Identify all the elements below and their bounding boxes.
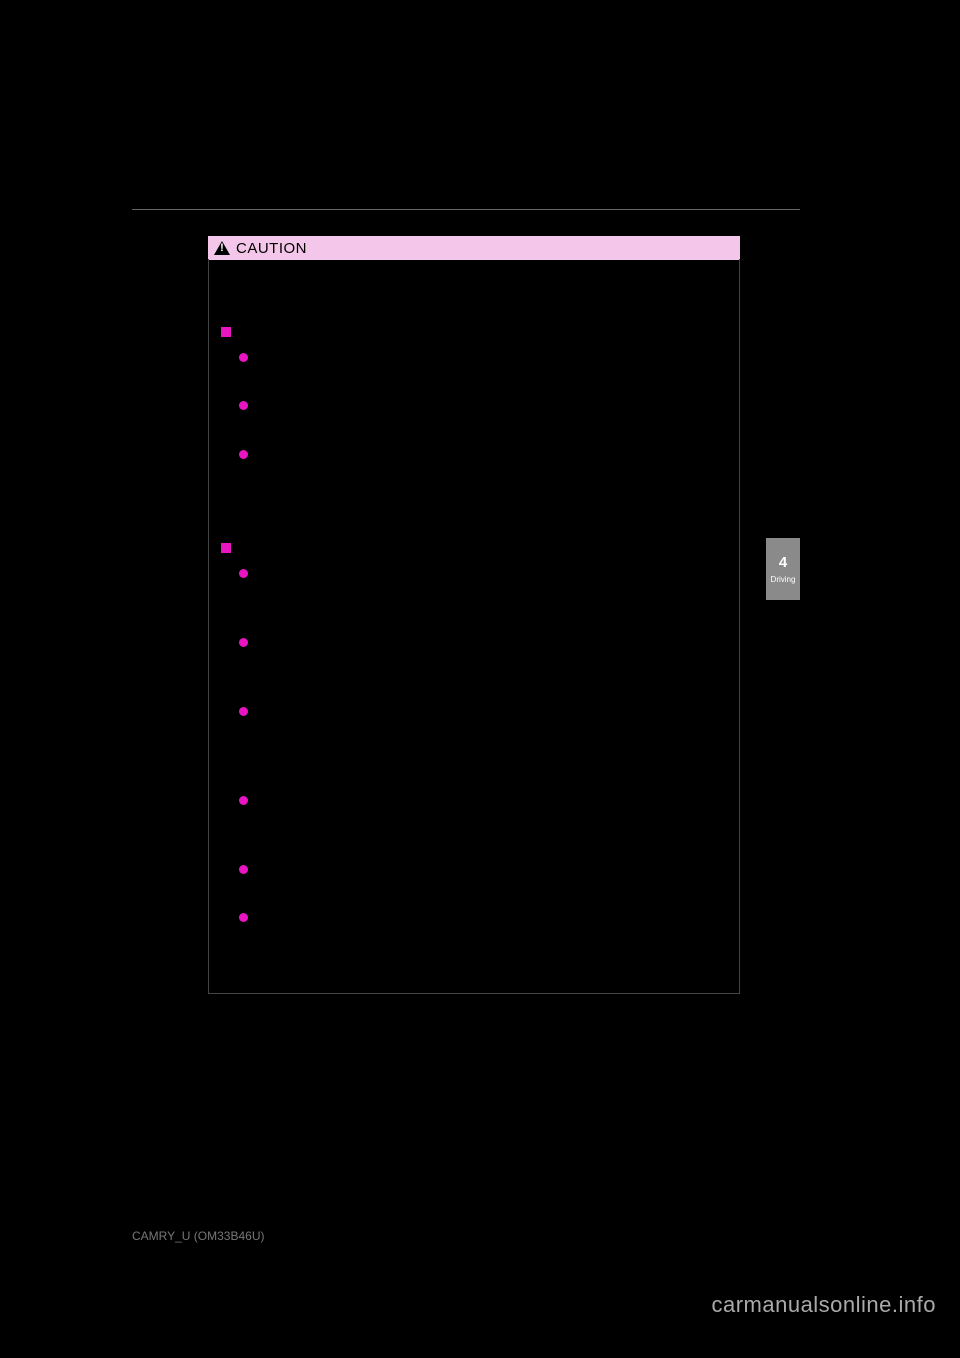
bullet-text: Keep the sensor and its surrounding area… [258, 564, 727, 625]
bullet-icon [239, 353, 248, 362]
bullet-text: The side where the rear bumper around a … [258, 445, 727, 526]
chapter-number: 4 [779, 554, 787, 571]
caution-box: In the following situations, the system … [208, 259, 740, 994]
page-header: 4-5. Using the driving support systems 2… [132, 178, 800, 198]
caution-label: CAUTION [236, 240, 307, 257]
manual-page: 4-5. Using the driving support systems 2… [0, 0, 960, 1358]
bullet-text: Do not attach accessories, stickers (inc… [258, 860, 727, 901]
bullet-icon [239, 865, 248, 874]
section-title: Situations in which the system may not o… [239, 324, 616, 340]
bullet-text: The BSM outside rear view mirror indicat… [258, 396, 727, 437]
bullet-icon [239, 401, 248, 410]
bullet-text: The BSM OFF indicator flashes while the … [258, 702, 727, 783]
bullet-icon [239, 569, 248, 578]
bullet-item: An abnormal beep is heard and a flashing… [221, 633, 727, 694]
bullet-item: Do not subject a sensor or its surroundi… [221, 908, 727, 969]
bullet-text: Do not subject a sensor or its surroundi… [258, 908, 727, 969]
chapter-label: Driving [771, 575, 796, 584]
page-number: 277 [772, 178, 800, 198]
bullet-item: The BSM outside rear view mirror indicat… [221, 396, 727, 437]
bullet-icon [239, 450, 248, 459]
bullet-icon [239, 707, 248, 716]
bullet-icon [239, 638, 248, 647]
warning-triangle-icon [214, 241, 230, 255]
caution-intro: In the following situations, the system … [221, 269, 727, 310]
caution-section: Handling the radar sensor [221, 540, 727, 556]
header-rule [132, 209, 800, 210]
bullet-item: The BSM OFF indicator flashes while the … [221, 702, 727, 783]
doc-id: CAMRY_U (OM33B46U) [132, 1229, 264, 1243]
bullet-icon [239, 796, 248, 805]
section-marker-icon [221, 543, 231, 553]
caution-header: CAUTION [208, 236, 740, 260]
bullet-item: The BSM OFF indicator comes on even thou… [221, 348, 727, 389]
section-marker-icon [221, 327, 231, 337]
bullet-icon [239, 913, 248, 922]
bullet-text: The BSM OFF indicator comes on even thou… [258, 348, 727, 389]
section-title: Handling the radar sensor [239, 540, 412, 556]
bullet-text: If the BSM OFF indicator does not go off… [258, 791, 727, 852]
chapter-tab[interactable]: 4 Driving [766, 538, 800, 600]
bullet-text: An abnormal beep is heard and a flashing… [258, 633, 727, 694]
caution-section: Situations in which the system may not o… [221, 324, 727, 340]
bullet-item: The side where the rear bumper around a … [221, 445, 727, 526]
breadcrumb: 4-5. Using the driving support systems [132, 180, 404, 198]
watermark: carmanualsonline.info [711, 1292, 936, 1318]
bullet-item: Do not attach accessories, stickers (inc… [221, 860, 727, 901]
bullet-item: If the BSM OFF indicator does not go off… [221, 791, 727, 852]
bullet-item: Keep the sensor and its surrounding area… [221, 564, 727, 625]
